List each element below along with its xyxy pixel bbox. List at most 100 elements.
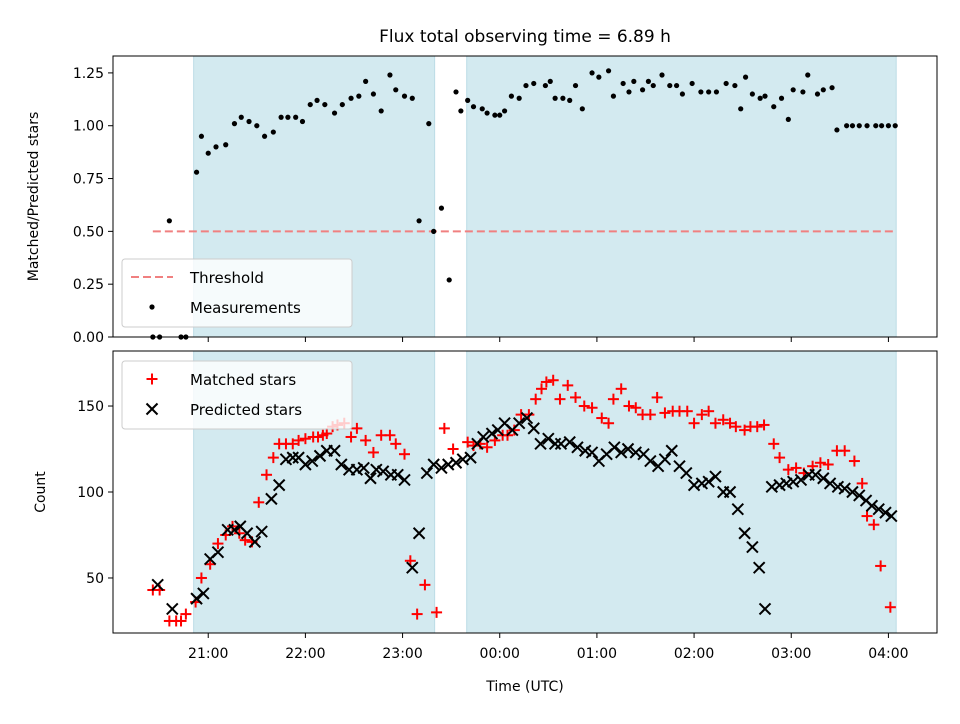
matched-star-point (399, 448, 411, 460)
measurement-point (285, 114, 291, 120)
measurement-point (387, 72, 393, 78)
matched-star-point (233, 527, 245, 539)
measurement-point (453, 89, 459, 95)
predicted-star-point-b (299, 458, 312, 471)
bottom-y-axis-label: Count (33, 471, 49, 513)
measurement-point (879, 123, 885, 129)
predicted-star-point-b (190, 592, 203, 605)
legend-threshold-label: Threshold (189, 269, 264, 287)
matched-star-point (468, 440, 479, 452)
predicted-star-point (299, 458, 312, 471)
x-tick-label: 01:00 (577, 646, 617, 662)
predicted-star-point-b (542, 432, 555, 445)
predicted-star-point-b (658, 453, 672, 466)
measurement-point (370, 91, 377, 97)
predicted-star-point (563, 435, 576, 449)
measurement-point (800, 89, 806, 95)
matched-star-point (586, 402, 598, 414)
measurement-point (785, 116, 791, 122)
matched-star-point (390, 438, 402, 450)
measurement-point (723, 80, 729, 87)
matched-star-point (615, 383, 627, 395)
matched-star-point (204, 558, 216, 570)
measurement-point (892, 123, 898, 129)
bottom-y-tick-label: 100 (77, 485, 104, 501)
predicted-star-point-b (370, 463, 383, 476)
measurement-point (560, 95, 566, 101)
measurement-point (667, 82, 673, 89)
predicted-star-point (435, 461, 448, 475)
measurement-point (322, 101, 328, 108)
bottom-y-ticks: 50 100 150 (77, 399, 113, 587)
predicted-star-point-b (644, 454, 657, 468)
measurement-point (757, 95, 763, 101)
predicted-star-point (335, 458, 348, 471)
predicted-star-point-b (865, 499, 879, 512)
measurement-point (426, 121, 432, 127)
predicted-star-point (364, 472, 377, 485)
predicted-star-point (357, 461, 370, 475)
predicted-star-point (313, 449, 327, 463)
matched-star-point (839, 445, 851, 457)
predicted-star-point-b (427, 458, 440, 471)
matched-star-point (730, 421, 742, 433)
predicted-star-point-b (305, 454, 319, 468)
predicted-star-point-b (211, 545, 225, 559)
predicted-star-point-b (456, 453, 470, 466)
measurement-point (790, 87, 796, 93)
matched-star-point (267, 452, 279, 464)
measurement-point (378, 108, 384, 114)
measurement-point (438, 205, 445, 211)
top-y-tick-label: 0.50 (73, 224, 104, 240)
measurement-point (673, 82, 680, 89)
measurement-point (446, 277, 452, 283)
predicted-star-point-b (853, 489, 866, 502)
legend-matched-label: Matched stars (190, 371, 296, 389)
predicted-star-point (702, 475, 715, 488)
predicted-star-point-b (228, 523, 241, 537)
top-y-tick-label: 0.75 (73, 172, 104, 188)
measurement-point (299, 118, 306, 125)
predicted-star-point-b (255, 525, 268, 538)
predicted-star-point-b (746, 540, 759, 554)
predicted-star-point-b (571, 441, 584, 454)
predicted-star-point-b (498, 417, 511, 430)
predicted-star-point-b (563, 435, 576, 449)
x-tick-label: 22:00 (285, 646, 325, 662)
predicted-star-point (838, 482, 851, 495)
predicted-star-point-b (328, 444, 341, 457)
predicted-star-point (621, 442, 635, 456)
predicted-star-point (286, 451, 299, 464)
predicted-star-point-b (166, 602, 179, 616)
predicted-star-point-b (335, 458, 348, 471)
predicted-star-point-b (752, 561, 766, 574)
measurement-point (778, 95, 785, 101)
predicted-star-point-b (548, 437, 562, 451)
measurement-point (339, 101, 345, 108)
predicted-star-point (527, 422, 540, 435)
predicted-star-point-b (357, 461, 370, 475)
predicted-star-point-b (786, 475, 800, 488)
measurement-point (363, 78, 369, 84)
measurement-point (356, 93, 362, 99)
matched-star-point (508, 424, 520, 436)
matched-star-point (868, 519, 880, 531)
matched-star-point (717, 414, 729, 426)
predicted-star-point (846, 485, 859, 499)
measurement-point (246, 118, 252, 125)
predicted-star-point-b (151, 578, 164, 592)
predicted-star-point (823, 477, 837, 490)
predicted-star-point (464, 451, 477, 464)
predicted-star-point (449, 456, 463, 469)
predicted-star-point-b (442, 458, 455, 471)
measurement-point (238, 114, 244, 120)
predicted-star-point (608, 441, 621, 454)
measurement-point (749, 91, 755, 97)
matched-star-point (299, 433, 311, 445)
matched-star-point (227, 520, 239, 532)
predicted-star-point (853, 489, 866, 502)
predicted-star-point-b (376, 465, 390, 478)
matched-star-point (774, 452, 786, 464)
matched-stars-points (147, 374, 896, 627)
predicted-star-point-b (702, 475, 715, 488)
